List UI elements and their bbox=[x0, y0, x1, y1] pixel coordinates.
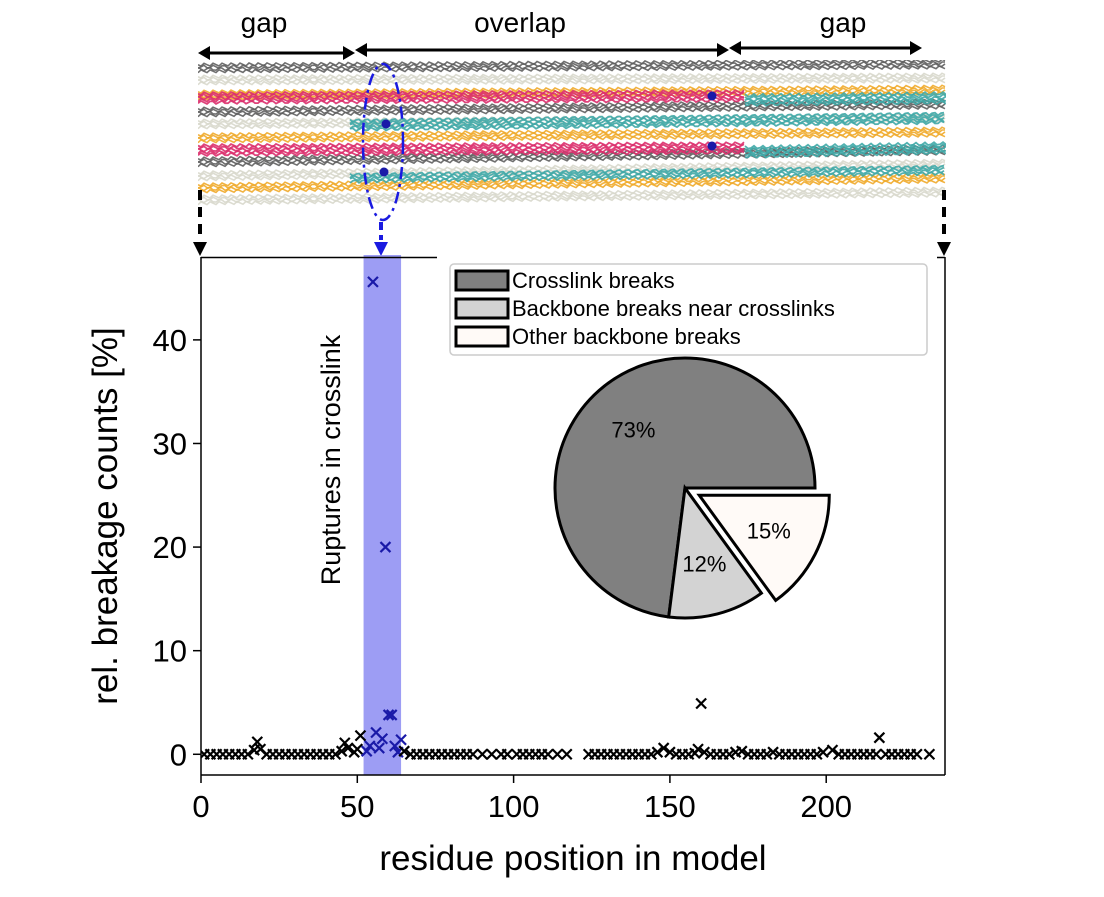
x-tick-label: 50 bbox=[340, 789, 374, 824]
data-point bbox=[767, 746, 779, 758]
gap-right-label: gap bbox=[820, 7, 867, 38]
x-axis-label: residue position in model bbox=[379, 839, 766, 878]
y-tick-label: 30 bbox=[153, 426, 187, 461]
data-point bbox=[873, 731, 886, 744]
data-point bbox=[354, 729, 367, 742]
data-points bbox=[201, 276, 936, 761]
data-point bbox=[542, 748, 554, 761]
data-point bbox=[736, 745, 748, 757]
data-point bbox=[501, 748, 514, 761]
data-point bbox=[382, 709, 395, 721]
region-header: gap overlap gap bbox=[198, 7, 922, 60]
crosslink-ellipse bbox=[361, 62, 405, 222]
data-point bbox=[695, 697, 707, 710]
data-point bbox=[560, 748, 573, 761]
axis-ticks: 0 50 100 150 200 0 10 20 30 40 bbox=[153, 323, 853, 824]
x-tick-label: 0 bbox=[192, 789, 209, 824]
legend-swatch bbox=[454, 269, 510, 292]
x-tick-label: 200 bbox=[800, 789, 852, 824]
data-point bbox=[351, 743, 364, 755]
data-point bbox=[485, 748, 498, 761]
y-axis-label: rel. breakage counts [%] bbox=[86, 327, 125, 704]
data-point bbox=[698, 746, 711, 758]
data-point bbox=[342, 742, 354, 754]
data-point bbox=[645, 748, 657, 761]
data-point bbox=[811, 748, 823, 761]
highlight-label: Ruptures in crosslink bbox=[316, 334, 346, 585]
data-point bbox=[826, 744, 839, 756]
data-point bbox=[339, 737, 351, 749]
y-tick-label: 0 bbox=[170, 737, 187, 772]
data-point bbox=[251, 736, 264, 748]
data-point bbox=[467, 748, 479, 761]
data-point bbox=[242, 748, 254, 761]
pie-slice-label: 12% bbox=[682, 552, 726, 577]
y-tick-label: 10 bbox=[153, 634, 187, 669]
data-point bbox=[373, 742, 385, 754]
legend-label: Crosslink breaks bbox=[512, 268, 675, 293]
data-point bbox=[367, 276, 379, 288]
inset-pie-chart: 73% 12% 15% bbox=[553, 356, 831, 620]
dashed-guides bbox=[193, 190, 951, 256]
data-point bbox=[376, 732, 389, 745]
data-point bbox=[817, 746, 829, 758]
data-point bbox=[692, 743, 704, 755]
legend: Crosslink breaks Backbone breaks near cro… bbox=[449, 263, 928, 356]
data-point bbox=[398, 745, 410, 757]
legend-label: Other backbone breaks bbox=[512, 324, 741, 349]
pie-slice bbox=[667, 484, 764, 620]
data-point bbox=[379, 541, 392, 553]
pie-slice bbox=[696, 493, 831, 603]
data-point bbox=[385, 709, 398, 721]
data-point bbox=[329, 748, 342, 761]
data-point bbox=[657, 742, 670, 754]
legend-swatch bbox=[454, 325, 510, 348]
molecular-strands-image bbox=[198, 60, 946, 206]
x-tick-label: 150 bbox=[644, 789, 696, 824]
legend-label: Backbone breaks near crosslinks bbox=[512, 296, 835, 321]
x-tick-label: 100 bbox=[488, 789, 540, 824]
legend-box bbox=[449, 263, 928, 356]
gap-left-label: gap bbox=[241, 7, 288, 38]
pie-slice-label: 15% bbox=[747, 519, 791, 544]
y-tick-label: 20 bbox=[153, 530, 187, 565]
legend-swatch bbox=[454, 297, 510, 320]
data-point bbox=[360, 745, 373, 757]
scatter-plot: Ruptures in crosslink 0 50 100 150 200 0 10 20 3… bbox=[86, 255, 946, 878]
crosslink-highlight-band bbox=[363, 255, 402, 775]
data-point bbox=[335, 745, 348, 757]
data-point bbox=[923, 748, 936, 761]
y-tick-label: 40 bbox=[153, 323, 187, 358]
data-point bbox=[723, 748, 736, 761]
data-point bbox=[551, 748, 564, 761]
data-point bbox=[911, 748, 923, 761]
data-point bbox=[364, 740, 376, 752]
pie-slice-label: 73% bbox=[611, 417, 655, 442]
overlap-label: overlap bbox=[474, 7, 566, 38]
data-point bbox=[651, 746, 664, 758]
data-point bbox=[476, 748, 489, 761]
data-point bbox=[395, 733, 407, 746]
data-point bbox=[761, 748, 773, 761]
data-point bbox=[870, 748, 883, 761]
data-point bbox=[664, 746, 676, 758]
